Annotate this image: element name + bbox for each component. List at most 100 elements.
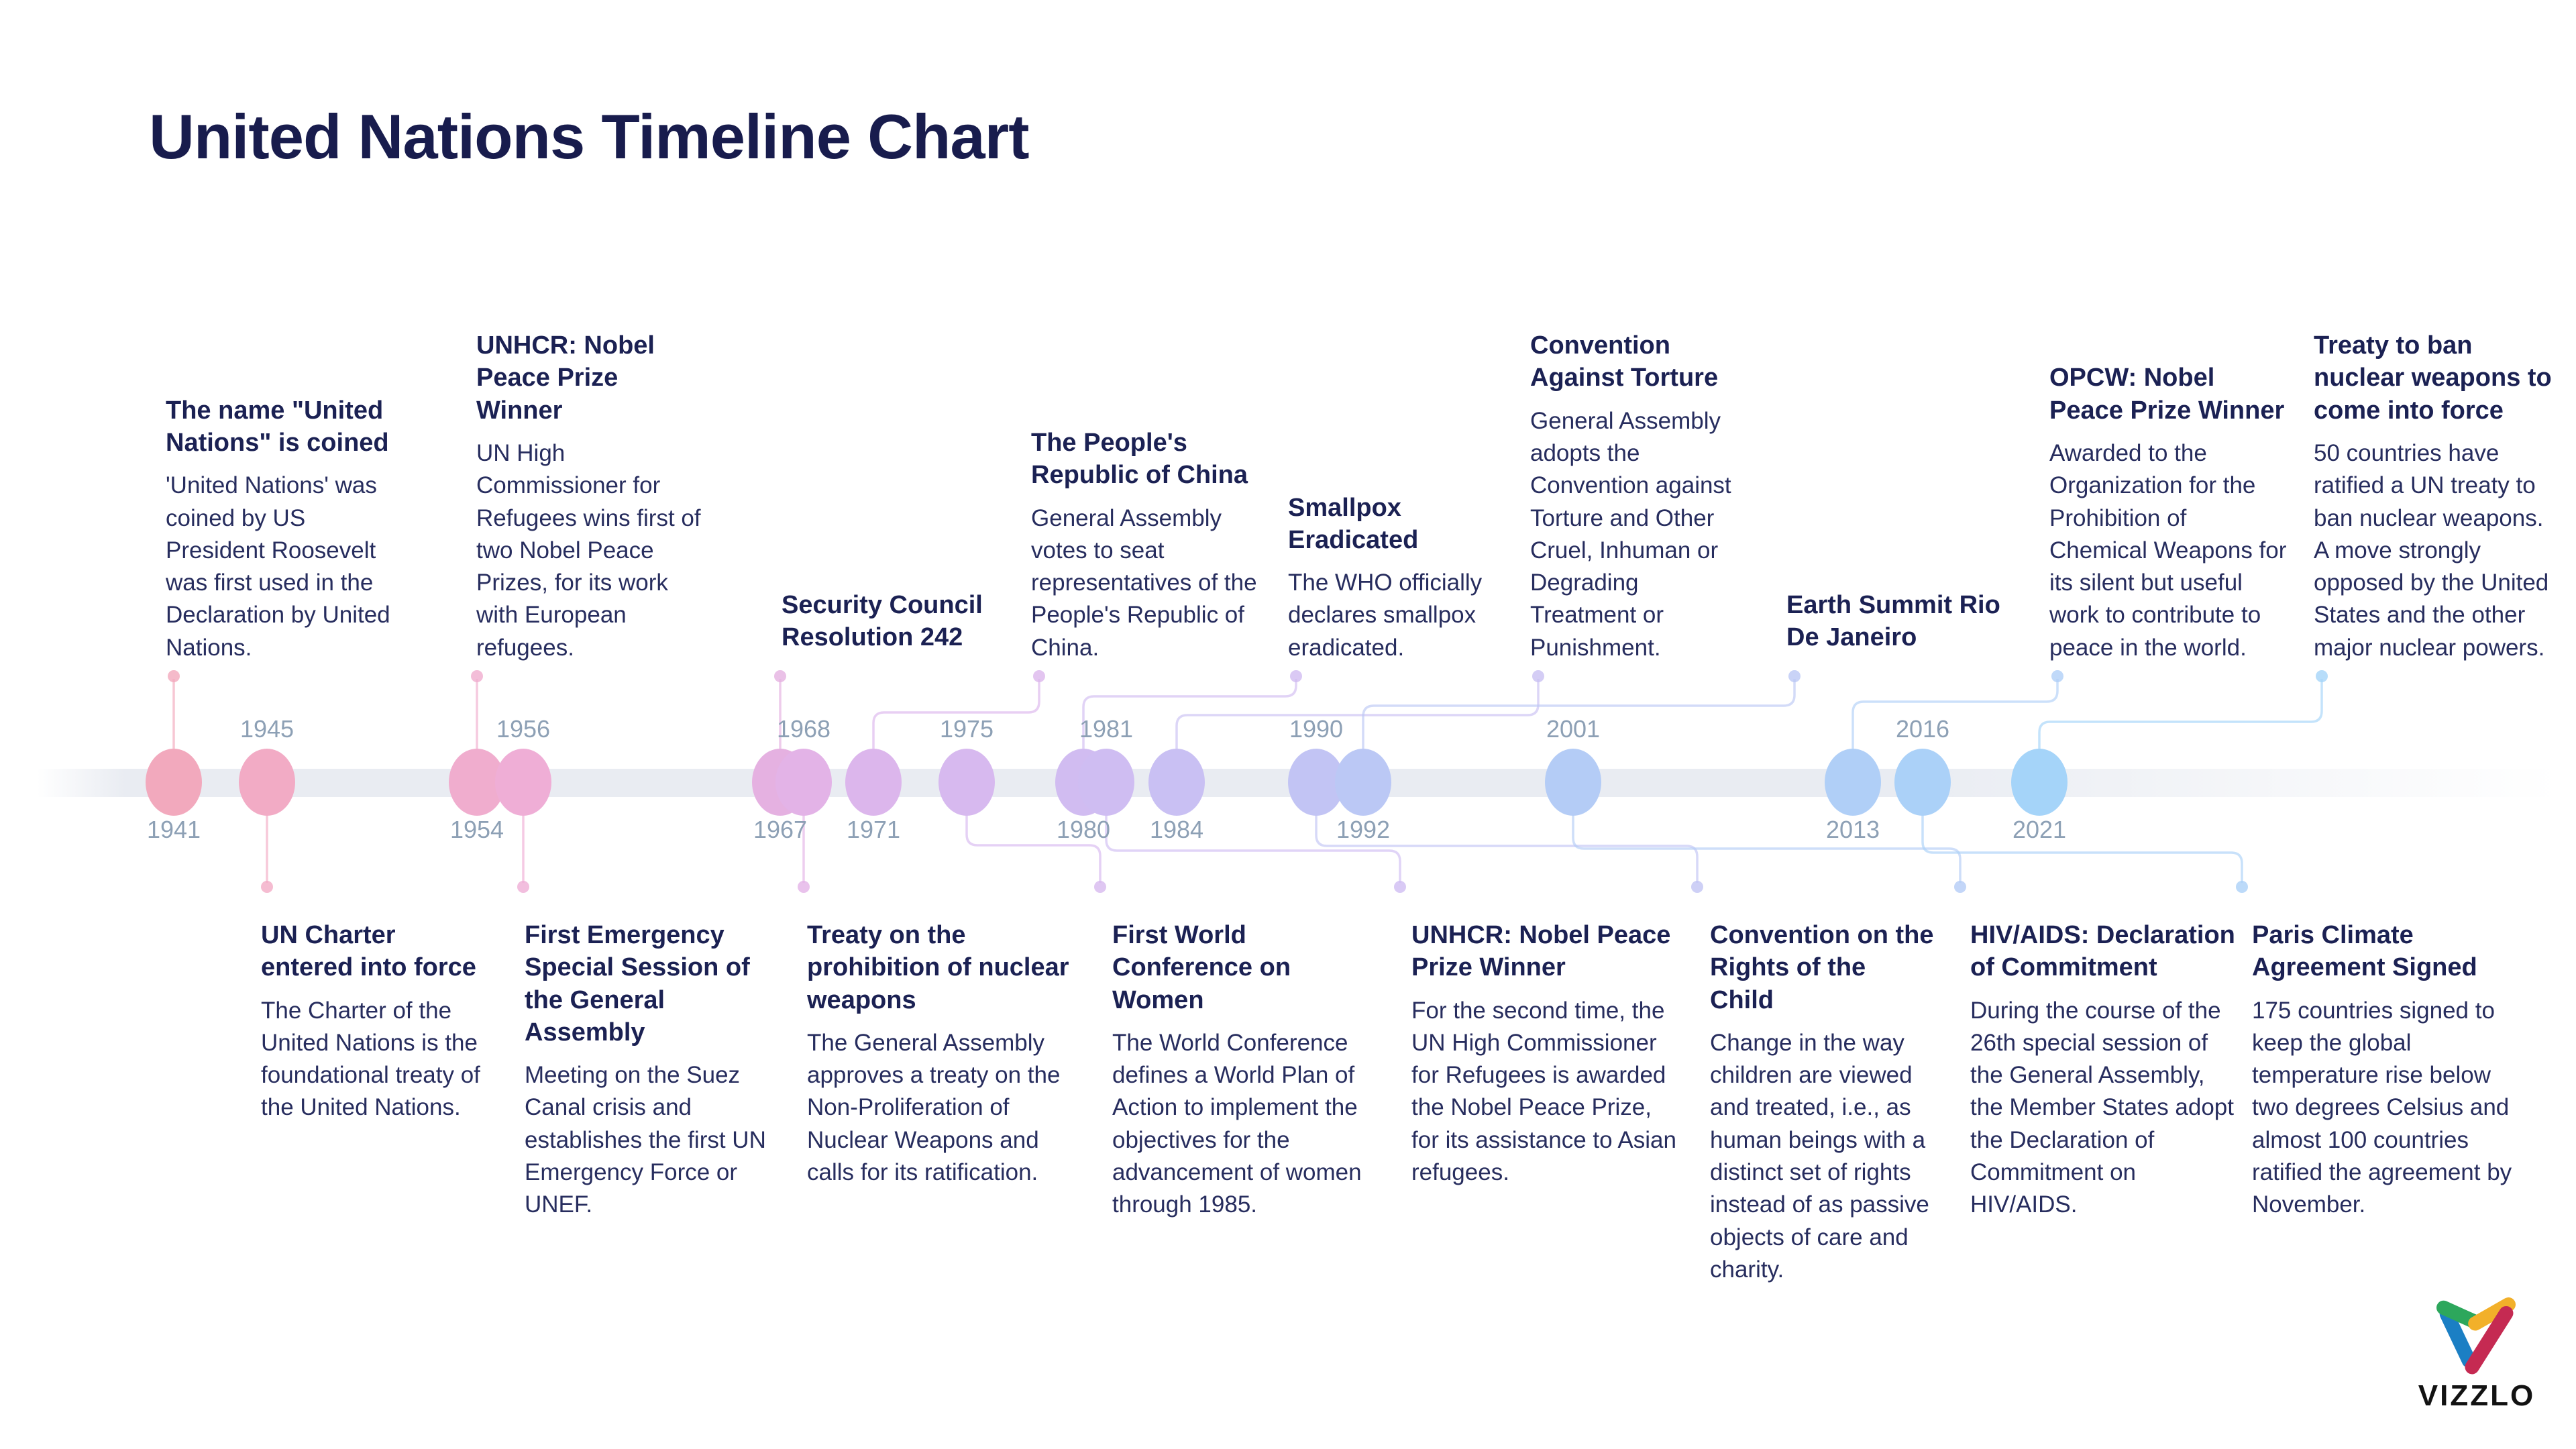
event-1954: UNHCR: Nobel Peace Prize Winner UN High C…	[476, 329, 708, 664]
connector-line-1980	[1082, 679, 1297, 751]
event-body-1981: For the second time, the UN High Commiss…	[1411, 997, 1676, 1185]
event-1941: The name "United Nations" is coined 'Unit…	[166, 394, 402, 664]
timeline-dot-1984	[1148, 749, 1205, 816]
year-label-1945: 1945	[239, 715, 294, 743]
timeline-dot-1956	[495, 749, 551, 816]
connector-line-2021	[2038, 679, 2323, 751]
year-label-1975: 1975	[939, 715, 994, 743]
event-title-2001: HIV/AIDS: Declaration of Commitment	[1970, 921, 2235, 982]
connector-end-dot-1992	[1788, 670, 1801, 682]
event-1971: The People's Republic of China General As…	[1031, 427, 1266, 664]
connector-end-dot-1967	[774, 670, 786, 682]
year-label-2016: 2016	[1895, 715, 1950, 743]
timeline-dot-2021	[2011, 749, 2068, 816]
event-title-1956: First Emergency Special Session of the G…	[525, 921, 750, 1046]
event-title-2021: Treaty to ban nuclear weapons to come in…	[2314, 331, 2552, 425]
timeline-dot-2013	[1825, 749, 1881, 816]
event-1975: First World Conference on Women The World…	[1112, 919, 1381, 1222]
event-1968: Treaty on the prohibition of nuclear wea…	[807, 919, 1085, 1189]
event-2021: Treaty to ban nuclear weapons to come in…	[2314, 329, 2561, 664]
year-label-1992: 1992	[1336, 816, 1391, 843]
event-1984: Convention Against Torture General Assemb…	[1530, 329, 1741, 664]
connector-end-dot-1980	[1290, 670, 1302, 682]
year-label-1968: 1968	[776, 715, 831, 743]
event-title-1945: UN Charter entered into force	[261, 921, 476, 982]
event-title-1980: Smallpox Eradicated	[1288, 493, 1419, 554]
event-title-1984: Convention Against Torture	[1530, 331, 1719, 392]
event-body-1990: Change in the way children are viewed an…	[1710, 1029, 1929, 1283]
event-1980: Smallpox Eradicated The WHO officially de…	[1288, 492, 1506, 664]
connector-line-1975	[965, 813, 1102, 883]
event-title-1971: The People's Republic of China	[1031, 429, 1248, 490]
year-label-1984: 1984	[1149, 816, 1204, 843]
event-body-2021: 50 countries have ratified a UN treaty t…	[2314, 439, 2549, 661]
event-title-2013: OPCW: Nobel Peace Prize Winner	[2049, 364, 2285, 425]
timeline-dot-1981	[1078, 749, 1134, 816]
connector-line-1992	[1362, 679, 1796, 751]
connector-line-1990	[1315, 813, 1699, 883]
event-title-1992: Earth Summit Rio De Janeiro	[1786, 590, 2000, 651]
event-title-1941: The name "United Nations" is coined	[166, 396, 389, 457]
event-title-1968: Treaty on the prohibition of nuclear wea…	[807, 921, 1069, 1014]
year-label-1956: 1956	[496, 715, 551, 743]
year-label-1941: 1941	[146, 816, 201, 843]
page-title: United Nations Timeline Chart	[149, 101, 1030, 172]
connector-end-dot-2021	[2316, 670, 2328, 682]
event-body-1968: The General Assembly approves a treaty o…	[807, 1029, 1061, 1185]
event-body-1971: General Assembly votes to seat represent…	[1031, 504, 1257, 661]
connector-end-dot-2016	[2236, 881, 2248, 893]
event-body-1975: The World Conference defines a World Pla…	[1112, 1029, 1362, 1218]
event-body-2001: During the course of the 26th special se…	[1970, 997, 2234, 1218]
vizzlo-v-mark-icon	[2436, 1297, 2516, 1375]
event-1990: Convention on the Rights of the Child Cha…	[1710, 919, 1935, 1286]
connector-end-dot-1975	[1094, 881, 1106, 893]
year-label-1954: 1954	[449, 816, 504, 843]
vizzlo-logo-text: VIZZLO	[2418, 1379, 2536, 1412]
event-body-2013: Awarded to the Organization for the Proh…	[2049, 439, 2287, 661]
timeline-dot-1945	[239, 749, 295, 816]
connector-end-dot-1990	[1691, 881, 1703, 893]
vizzlo-logo	[2435, 1297, 2517, 1380]
connector-line-1971	[872, 679, 1040, 751]
year-label-1971: 1971	[846, 816, 901, 843]
event-body-1980: The WHO officially declares smallpox era…	[1288, 570, 1483, 661]
event-title-1990: Convention on the Rights of the Child	[1710, 921, 1934, 1014]
year-label-1980: 1980	[1056, 816, 1111, 843]
event-2001: HIV/AIDS: Declaration of Commitment Durin…	[1970, 919, 2242, 1222]
year-label-1967: 1967	[753, 816, 808, 843]
timeline-dot-1992	[1335, 749, 1391, 816]
connector-end-dot-1941	[168, 670, 180, 682]
year-label-1990: 1990	[1289, 715, 1344, 743]
event-1967: Security Council Resolution 242	[782, 589, 1003, 665]
year-label-2013: 2013	[1825, 816, 1880, 843]
connector-end-dot-2001	[1954, 881, 1966, 893]
event-body-1945: The Charter of the United Nations is the…	[261, 997, 480, 1121]
timeline-dot-1971	[845, 749, 902, 816]
timeline-dot-1941	[146, 749, 202, 816]
event-body-1956: Meeting on the Suez Canal crisis and est…	[525, 1062, 766, 1218]
event-body-1954: UN High Commissioner for Refugees wins f…	[476, 439, 701, 661]
event-1981: UNHCR: Nobel Peace Prize Winner For the s…	[1411, 919, 1676, 1189]
event-title-1981: UNHCR: Nobel Peace Prize Winner	[1411, 921, 1671, 982]
event-title-1954: UNHCR: Nobel Peace Prize Winner	[476, 331, 655, 425]
connector-end-dot-1954	[471, 670, 483, 682]
year-label-1981: 1981	[1079, 715, 1134, 743]
event-1956: First Emergency Special Session of the G…	[525, 919, 766, 1221]
event-body-1984: General Assembly adopts the Convention a…	[1530, 407, 1731, 661]
year-label-2021: 2021	[2012, 816, 2067, 843]
connector-end-dot-1981	[1394, 881, 1406, 893]
event-2016: Paris Climate Agreement Signed 175 countr…	[2252, 919, 2517, 1222]
connector-line-2001	[1572, 813, 1962, 883]
connector-end-dot-2013	[2051, 670, 2063, 682]
connector-end-dot-1968	[798, 881, 810, 893]
connector-end-dot-1956	[517, 881, 529, 893]
connector-line-1984	[1175, 679, 1540, 751]
event-1945: UN Charter entered into force The Charter…	[261, 919, 486, 1124]
timeline-dot-2001	[1545, 749, 1601, 816]
event-body-2016: 175 countries signed to keep the global …	[2252, 997, 2512, 1218]
event-title-1967: Security Council Resolution 242	[782, 590, 983, 651]
connector-end-dot-1945	[261, 881, 273, 893]
event-2013: OPCW: Nobel Peace Prize Winner Awarded to…	[2049, 362, 2288, 664]
